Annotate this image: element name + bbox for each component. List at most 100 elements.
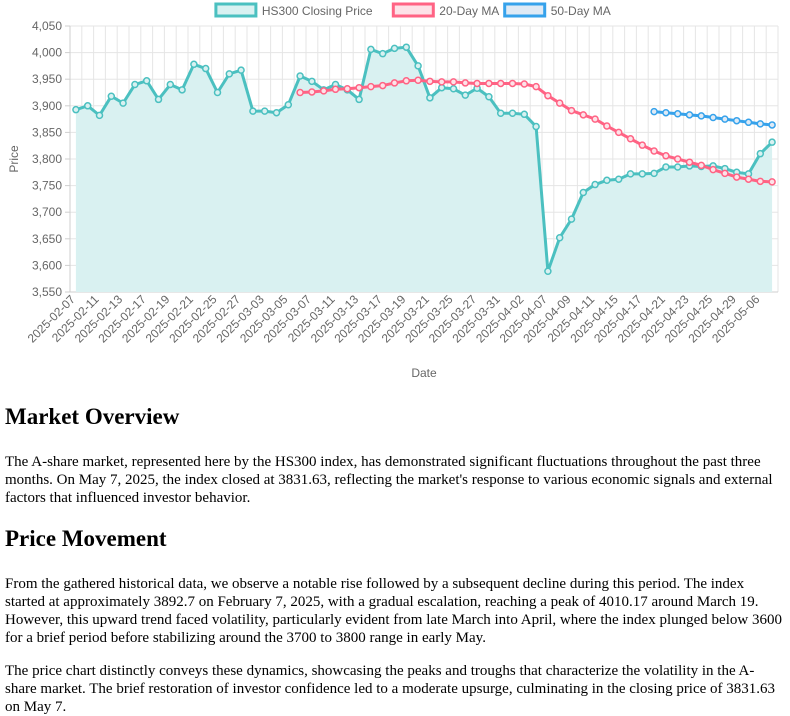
data-point	[496, 79, 505, 88]
data-point	[485, 93, 493, 101]
data-point	[166, 80, 175, 89]
series-1	[296, 76, 776, 186]
data-point	[284, 100, 293, 109]
x-tick-labels: 2025-02-072025-02-112025-02-132025-02-17…	[25, 292, 763, 346]
data-point	[343, 85, 352, 93]
data-point	[709, 113, 717, 122]
data-point	[355, 95, 363, 104]
data-point	[426, 94, 434, 102]
data-point	[331, 85, 340, 94]
legend-swatch	[214, 2, 258, 18]
data-point	[520, 110, 529, 119]
market-overview-paragraph: The A-share market, represented here by …	[5, 454, 773, 506]
data-point	[626, 170, 635, 178]
chart-description-paragraph: The price chart distinctly conveys these…	[5, 663, 776, 715]
data-point	[603, 176, 611, 185]
data-point	[768, 178, 776, 186]
data-point	[131, 80, 139, 89]
data-point	[626, 135, 635, 143]
data-point	[95, 111, 104, 120]
data-point	[591, 115, 599, 123]
data-point	[744, 118, 753, 127]
data-point	[756, 149, 765, 158]
market-overview-heading: Market Overview	[5, 404, 180, 429]
data-point	[426, 77, 434, 86]
data-point	[308, 88, 316, 96]
legend-swatch	[391, 2, 435, 18]
price-chart: 3,550 3,600 3,650 3,700 3,750 3,800 3,850 3,900…	[7, 2, 779, 380]
data-point	[614, 128, 623, 137]
data-point	[697, 161, 706, 170]
legend-item-2: 50-Day MA	[503, 2, 611, 18]
data-point	[296, 88, 304, 97]
data-point	[355, 83, 363, 92]
data-point	[673, 155, 682, 163]
y-tick-label: 3,700	[32, 205, 62, 219]
price-movement-paragraph: From the gathered historical data, we ob…	[5, 576, 782, 646]
data-point	[260, 107, 269, 115]
data-point	[603, 122, 611, 130]
data-point	[414, 62, 422, 70]
data-point	[237, 66, 245, 74]
data-point	[721, 169, 729, 178]
data-point	[367, 82, 375, 91]
y-tick-label: 3,550	[32, 285, 62, 299]
data-point	[461, 91, 470, 99]
y-tick-label: 3,900	[32, 99, 62, 113]
data-point	[201, 64, 210, 73]
data-point	[673, 110, 682, 118]
data-point	[555, 233, 564, 242]
data-point	[638, 141, 647, 149]
legend-label: HS300 Closing Price	[262, 4, 373, 18]
data-point	[83, 102, 92, 110]
data-point	[249, 107, 257, 115]
y-tick-label: 3,850	[32, 125, 62, 139]
data-point	[72, 105, 80, 114]
y-axis-title: Price	[7, 145, 21, 173]
data-point	[662, 163, 670, 171]
y-tick-label: 3,750	[32, 179, 62, 193]
data-point	[485, 79, 493, 88]
y-tick-label: 4,050	[32, 19, 62, 33]
legend-item-1: 20-Day MA	[391, 2, 499, 18]
data-point	[402, 43, 411, 51]
y-tick-label: 3,800	[32, 152, 62, 166]
data-point	[308, 77, 316, 86]
data-point	[378, 81, 387, 90]
legend-item-0: HS300 Closing Price	[214, 2, 373, 18]
data-point	[614, 175, 623, 183]
data-point	[213, 88, 222, 97]
x-axis-title: Date	[411, 366, 437, 380]
data-point	[437, 83, 446, 92]
data-point	[756, 177, 765, 186]
data-point	[579, 188, 588, 197]
data-point	[414, 76, 422, 85]
data-point	[367, 45, 375, 54]
data-point	[697, 112, 706, 120]
data-point	[650, 147, 658, 155]
data-point	[142, 77, 151, 85]
data-point	[673, 163, 682, 171]
y-tick-label: 3,600	[32, 258, 62, 272]
data-point	[402, 77, 411, 85]
legend-swatch	[503, 2, 547, 18]
data-point	[732, 173, 741, 181]
data-point	[390, 79, 399, 87]
data-point	[544, 267, 552, 276]
data-point	[591, 180, 599, 189]
data-point	[520, 80, 529, 88]
data-point	[768, 138, 776, 146]
data-point	[544, 91, 552, 100]
data-point	[107, 92, 116, 100]
data-point	[732, 116, 741, 125]
data-point	[378, 49, 387, 58]
data-point	[190, 60, 198, 69]
data-point	[662, 108, 670, 117]
data-point	[154, 95, 163, 104]
data-point	[508, 109, 517, 117]
legend-label: 50-Day MA	[551, 4, 611, 18]
data-point	[650, 169, 658, 178]
data-point	[178, 86, 186, 94]
data-point	[390, 44, 399, 53]
data-point	[721, 115, 729, 123]
